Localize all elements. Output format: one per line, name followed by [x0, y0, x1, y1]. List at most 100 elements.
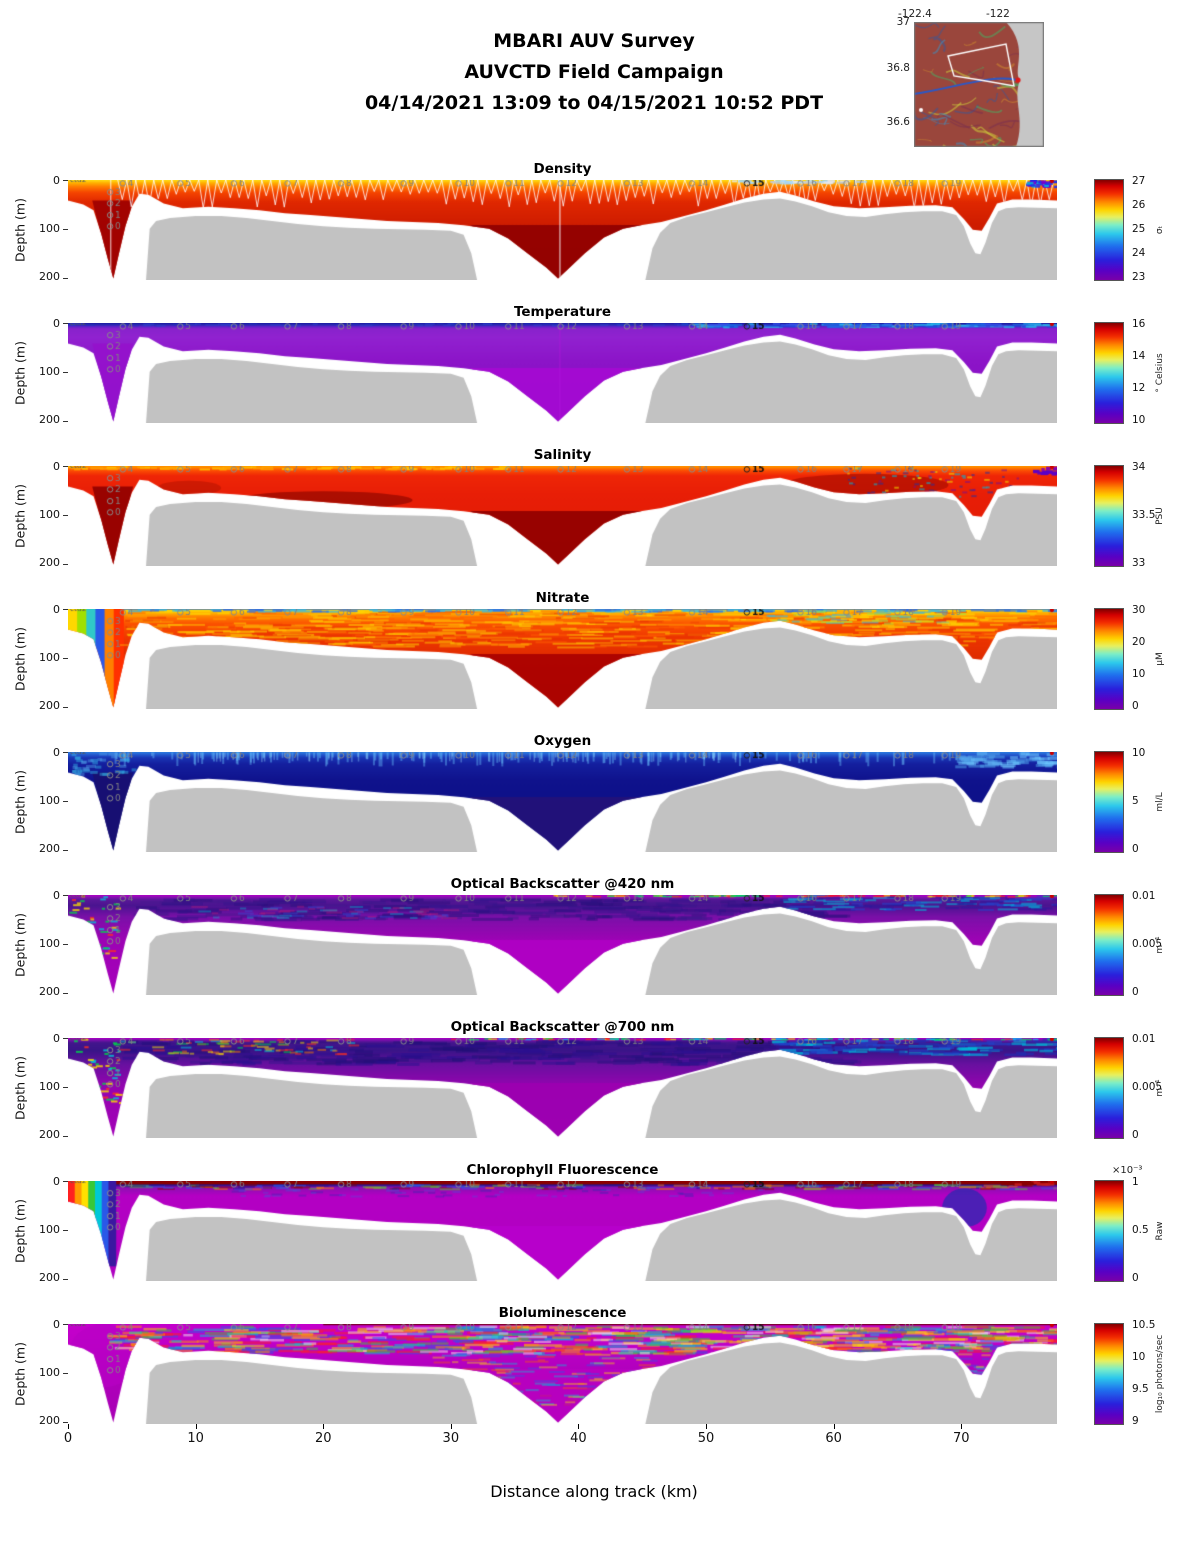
colorbar-tick: 10.5 — [1132, 1319, 1156, 1331]
y-tick-mark — [63, 420, 68, 422]
y-ticks: 0 100 200 — [34, 1318, 62, 1427]
colorbar — [1094, 1037, 1124, 1139]
y-tick-mark — [63, 180, 68, 181]
y-ticks: 0 100 200 — [34, 603, 62, 712]
y-tick-mark — [63, 1181, 68, 1182]
colorbar-ticks: 16 14 12 10 — [1129, 318, 1175, 426]
colorbar-tick: 1 — [1132, 1176, 1139, 1188]
colorbar-unit: log₁₀ photons/sec — [1155, 1334, 1165, 1414]
y-ticks: 0 100 200 — [34, 746, 62, 855]
colorbar-tick: 33.5 — [1132, 509, 1156, 521]
y-tick-mark — [63, 1278, 68, 1280]
title-line-1: MBARI AUV Survey — [493, 30, 695, 52]
colorbar-tick: 0 — [1132, 986, 1139, 998]
panel-title: Optical Backscatter @420 nm — [450, 876, 675, 892]
panel: Nitrate Depth (m) 0 100 200 30 20 10 0 μM — [0, 589, 1188, 732]
panel: Optical Backscatter @700 nm Depth (m) 0 1… — [0, 1018, 1188, 1161]
x-tick: 0 — [63, 1431, 73, 1446]
panel-title: Optical Backscatter @700 nm — [450, 1019, 675, 1035]
panel-title: Oxygen — [533, 733, 592, 749]
panel: Bioluminescence Depth (m) 0 100 200 10.5 10… — [0, 1304, 1188, 1447]
colorbar — [1094, 894, 1124, 996]
y-tick: 100 — [39, 222, 60, 235]
x-tick-mark — [195, 1424, 197, 1429]
colorbar-tick: 0 — [1132, 700, 1139, 712]
x-tick: 30 — [442, 1431, 460, 1446]
panel-title: Chlorophyll Fluorescence — [466, 1162, 659, 1178]
y-tick-mark — [63, 277, 68, 279]
colorbar-canvas — [1095, 180, 1123, 280]
y-tick: 100 — [39, 937, 60, 950]
y-tick-mark — [63, 323, 68, 324]
y-tick-mark — [63, 1135, 68, 1137]
colorbar-unit: σₜ — [1155, 225, 1165, 235]
y-axis-label: Depth (m) — [12, 198, 28, 262]
y-axis-label: Depth (m) — [12, 770, 28, 834]
y-axis-label: Depth (m) — [12, 913, 28, 977]
y-tick: 0 — [53, 1032, 60, 1045]
colorbar — [1094, 1180, 1124, 1282]
y-tick: 100 — [39, 1366, 60, 1379]
plot-area — [68, 1038, 1057, 1138]
colorbar-tick: 26 — [1132, 199, 1146, 211]
plot-area — [68, 1324, 1057, 1424]
colorbar-unit: ml/L — [1155, 792, 1165, 812]
colorbar-tick: 10 — [1132, 1351, 1146, 1363]
colorbar-ticks: 0.01 0.005 0 — [1129, 890, 1175, 998]
colorbar-multiplier: ×10⁻³ — [1112, 1165, 1143, 1176]
colorbar — [1094, 1323, 1124, 1425]
colorbar-tick: 25 — [1132, 223, 1146, 235]
y-axis-label: Depth (m) — [12, 1199, 28, 1263]
colorbar-canvas — [1095, 895, 1123, 995]
colorbar-tick: 33 — [1132, 557, 1146, 569]
colorbar-unit: μM — [1155, 652, 1165, 666]
plot-area — [68, 609, 1057, 709]
colorbar-tick: 23 — [1132, 271, 1146, 283]
title-line-3: 04/14/2021 13:09 to 04/15/2021 10:52 PDT — [364, 92, 824, 114]
colorbar — [1094, 179, 1124, 281]
y-tick-mark — [63, 1038, 68, 1039]
colorbar-tick: 9 — [1132, 1415, 1139, 1427]
colorbar-canvas — [1095, 1038, 1123, 1138]
plot-area — [68, 180, 1057, 280]
plot-area — [68, 466, 1057, 566]
colorbar-tick: 10 — [1132, 747, 1146, 759]
colorbar-tick: 34 — [1132, 461, 1146, 473]
y-tick: 0 — [53, 174, 60, 187]
colorbar-tick: 5 — [1132, 795, 1139, 807]
colorbar-ticks: 0.01 0.005 0 — [1129, 1033, 1175, 1141]
heatmap-canvas — [68, 323, 1057, 423]
plot-area — [68, 752, 1057, 852]
colorbar-ticks: 34 33.5 33 — [1129, 461, 1175, 569]
y-tick-mark — [63, 800, 68, 802]
y-tick-mark — [63, 371, 68, 373]
map-x-tick: -122.4 — [898, 8, 932, 20]
map-y-tick: 37 — [896, 16, 910, 28]
y-tick: 0 — [53, 603, 60, 616]
y-tick: 200 — [39, 1271, 60, 1284]
y-tick: 100 — [39, 651, 60, 664]
panel: Density Depth (m) 0 100 200 27 26 25 24 23 σₜ — [0, 160, 1188, 303]
panel: Salinity Depth (m) 0 100 200 34 33.5 33 PSU — [0, 446, 1188, 589]
y-tick-mark — [63, 609, 68, 610]
colorbar-tick: 14 — [1132, 350, 1146, 362]
x-tick: 70 — [953, 1431, 970, 1446]
heatmap-canvas — [68, 752, 1057, 852]
y-tick-mark — [63, 466, 68, 467]
colorbar-tick: 0 — [1132, 1272, 1139, 1284]
panel-title: Bioluminescence — [498, 1305, 627, 1321]
y-tick-mark — [63, 563, 68, 565]
x-tick-mark — [833, 1424, 835, 1429]
x-tick: 40 — [570, 1431, 587, 1446]
y-ticks: 0 100 200 — [34, 174, 62, 283]
title-line-2: AUVCTD Field Campaign — [464, 61, 724, 83]
map-y-tick: 36.6 — [886, 116, 910, 128]
map-x-tick: -122 — [986, 8, 1010, 20]
x-axis-label: Distance along track (km) — [490, 1482, 698, 1501]
map-inset: -122.4 -122 37 36.8 36.6 — [876, 6, 1086, 158]
y-tick: 0 — [53, 746, 60, 759]
figure-header: MBARI AUV Survey AUVCTD Field Campaign 0… — [0, 26, 1188, 119]
colorbar-tick: 12 — [1132, 382, 1146, 394]
panel-title: Density — [533, 161, 592, 177]
y-tick: 0 — [53, 1175, 60, 1188]
